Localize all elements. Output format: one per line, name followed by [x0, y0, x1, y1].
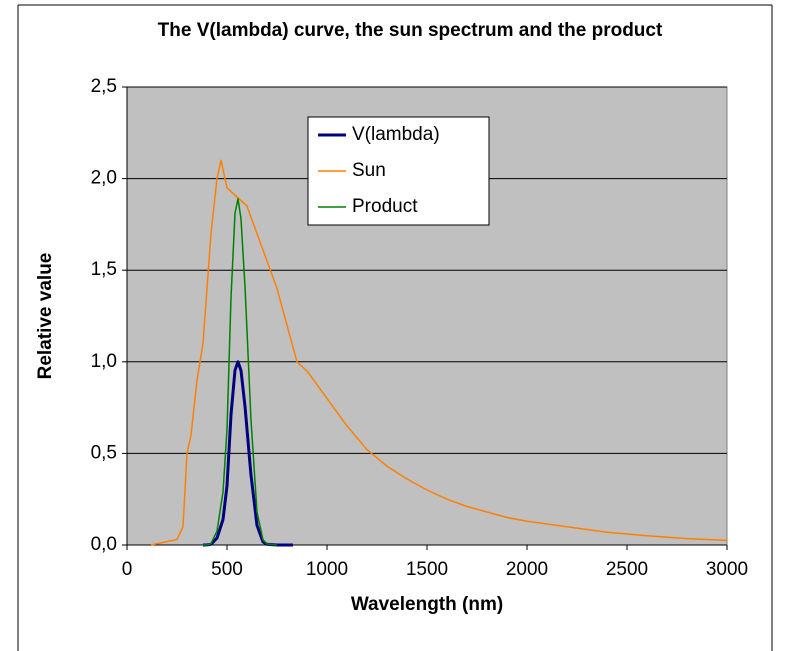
chart-title: The V(lambda) curve, the sun spectrum an…: [157, 20, 663, 41]
series-line: [150, 159, 728, 546]
series-line: [202, 198, 278, 546]
y-tick-label: 0,0: [91, 534, 117, 555]
y-axis-label: Relative value: [35, 253, 56, 380]
x-tick-label: 500: [211, 559, 243, 580]
y-tick-label: 2,5: [91, 76, 117, 97]
y-tick-label: 0,5: [91, 442, 117, 463]
x-tick-label: 1500: [406, 559, 448, 580]
y-tick-label: 1,5: [91, 259, 117, 280]
y-tick-label: 1,0: [91, 351, 117, 372]
series-line: [202, 360, 293, 547]
x-tick-label: 2000: [506, 559, 548, 580]
y-tick-label: 2,0: [91, 168, 117, 189]
legend-label: V(lambda): [352, 124, 440, 145]
x-tick-label: 0: [122, 559, 133, 580]
legend-label: Sun: [352, 160, 386, 181]
legend-label: Product: [352, 196, 418, 217]
x-axis-label: Wavelength (nm): [351, 594, 503, 615]
x-tick-label: 2500: [606, 559, 648, 580]
x-tick-label: 1000: [306, 559, 348, 580]
x-tick-label: 3000: [706, 559, 748, 580]
